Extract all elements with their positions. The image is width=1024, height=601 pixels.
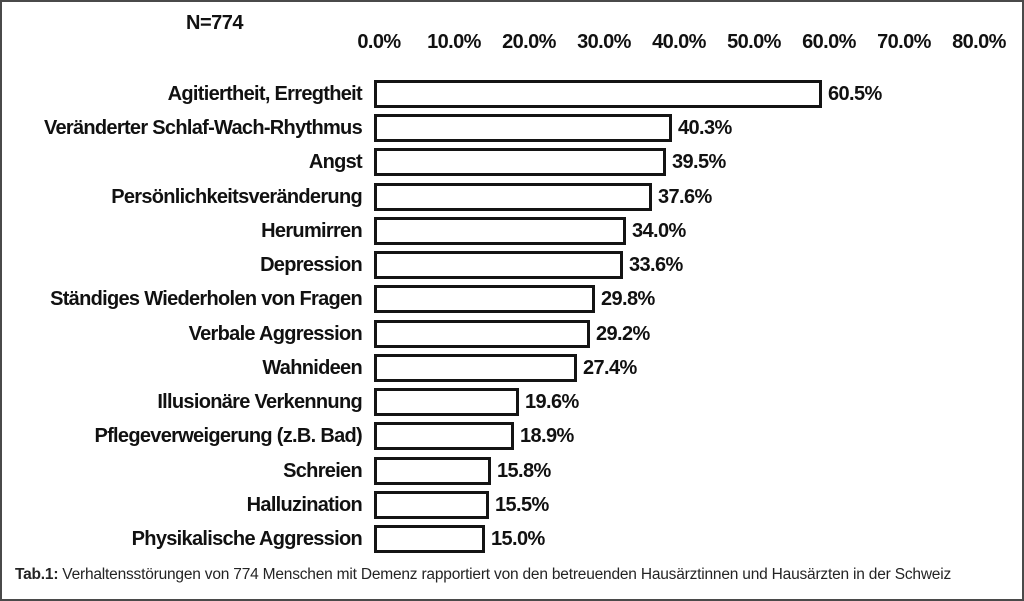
bar xyxy=(374,525,485,553)
value-label: 29.2% xyxy=(596,323,650,345)
value-label: 34.0% xyxy=(632,220,686,242)
x-axis-tick-label: 30.0% xyxy=(577,31,631,53)
bar xyxy=(374,217,626,245)
bar-row: Persönlichkeitsveränderung 37.6% xyxy=(2,183,1022,211)
x-axis-tick-label: 50.0% xyxy=(727,31,781,53)
sample-size-label: N=774 xyxy=(186,12,244,34)
category-label: Agitiertheit, Erregtheit xyxy=(167,83,363,105)
bar-row: Agitiertheit, Erregtheit 60.5% xyxy=(2,80,1022,108)
value-label: 18.9% xyxy=(520,425,574,447)
bar xyxy=(374,388,519,416)
figure-caption: Tab.1: Verhaltensstörungen von 774 Mensch… xyxy=(15,566,951,584)
category-label: Illusionäre Verkennung xyxy=(157,391,362,413)
bar-row: Schreien 15.8% xyxy=(2,457,1022,485)
value-label: 15.8% xyxy=(497,460,551,482)
category-label: Wahnideen xyxy=(262,357,362,379)
category-label: Depression xyxy=(260,254,363,276)
category-label: Schreien xyxy=(283,460,363,482)
bar xyxy=(374,183,652,211)
x-axis-tick-label: 10.0% xyxy=(427,31,481,53)
bar-row: Ständiges Wiederholen von Fragen 29.8% xyxy=(2,285,1022,313)
category-label: Herumirren xyxy=(261,220,363,242)
value-label: 29.8% xyxy=(601,288,655,310)
value-label: 60.5% xyxy=(828,83,882,105)
category-label: Ständiges Wiederholen von Fragen xyxy=(50,288,363,310)
value-label: 27.4% xyxy=(583,357,637,379)
category-label: Persönlichkeitsveränderung xyxy=(111,186,362,208)
x-axis-tick-label: 20.0% xyxy=(502,31,556,53)
bar xyxy=(374,354,577,382)
bar-row: Halluzination 15.5% xyxy=(2,491,1022,519)
bar xyxy=(374,114,672,142)
value-label: 15.0% xyxy=(491,528,545,550)
value-label: 15.5% xyxy=(495,494,549,516)
category-label: Pflegeverweigerung (z.B. Bad) xyxy=(94,425,362,447)
x-axis-tick-label: 60.0% xyxy=(802,31,856,53)
bar xyxy=(374,251,623,279)
caption-text: Verhaltensstörungen von 774 Menschen mit… xyxy=(62,566,952,583)
bar xyxy=(374,148,666,176)
value-label: 40.3% xyxy=(678,117,732,139)
bar-row: Physikalische Aggression 15.0% xyxy=(2,525,1022,553)
bar-row: Wahnideen 27.4% xyxy=(2,354,1022,382)
value-label: 39.5% xyxy=(672,151,726,173)
category-label: Halluzination xyxy=(246,494,363,516)
bar-row: Verbale Aggression 29.2% xyxy=(2,320,1022,348)
bar xyxy=(374,422,514,450)
x-axis-tick-label: 0.0% xyxy=(357,31,401,53)
value-label: 19.6% xyxy=(525,391,579,413)
bar-row: Angst 39.5% xyxy=(2,148,1022,176)
bar xyxy=(374,457,491,485)
bar-row: Herumirren 34.0% xyxy=(2,217,1022,245)
bar-row: Pflegeverweigerung (z.B. Bad) 18.9% xyxy=(2,422,1022,450)
x-axis-tick-label: 40.0% xyxy=(652,31,706,53)
bar-row: Veränderter Schlaf-Wach-Rhythmus 40.3% xyxy=(2,114,1022,142)
category-label: Veränderter Schlaf-Wach-Rhythmus xyxy=(43,117,363,139)
bar xyxy=(374,491,489,519)
caption-prefix: Tab.1: xyxy=(15,566,59,583)
bar xyxy=(374,320,590,348)
category-label: Physikalische Aggression xyxy=(131,528,363,550)
bar-row: Illusionäre Verkennung 19.6% xyxy=(2,388,1022,416)
bar-row: Depression 33.6% xyxy=(2,251,1022,279)
bar xyxy=(374,285,595,313)
x-axis-tick-label: 80.0% xyxy=(952,31,1006,53)
bar xyxy=(374,80,822,108)
category-label: Verbale Aggression xyxy=(188,323,363,345)
value-label: 37.6% xyxy=(658,186,712,208)
category-label: Angst xyxy=(308,151,363,173)
value-label: 33.6% xyxy=(629,254,683,276)
x-axis-tick-label: 70.0% xyxy=(877,31,931,53)
